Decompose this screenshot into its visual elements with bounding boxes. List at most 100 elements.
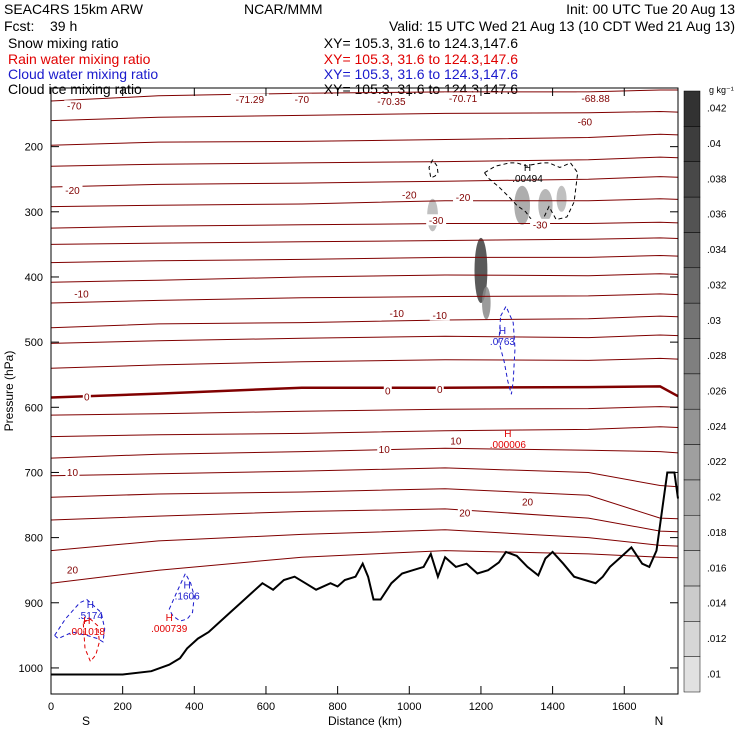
- colorbar-swatch-9: [683, 338, 701, 375]
- init-time: Init: 00 UTC Tue 20 Aug 13: [566, 1, 735, 17]
- snow-cell-5: [556, 185, 567, 212]
- rain-water-max-marker-2: H: [166, 613, 173, 624]
- temperature-label-18: 10: [67, 468, 79, 479]
- colorbar-tick-label-11: .032: [707, 280, 727, 291]
- axes: 0 200 400 600 800 1000 1200 1400 160020030040050…: [19, 88, 678, 713]
- temperature-label-bg-14: [429, 309, 450, 321]
- temperature-label-16: 0: [385, 387, 391, 398]
- colorbar-swatch-11: [683, 267, 701, 304]
- header: SEAC4RS 15km ARW NCAR/MMM Init: 00 UTC T…: [4, 1, 735, 97]
- temperature-contour-0: [50, 89, 678, 102]
- temperature-label-bg-4: [444, 92, 483, 104]
- y-tick-label-3: 500: [25, 337, 43, 349]
- colorbar-swatch-15: [683, 126, 701, 162]
- cloud-ice-outline-1: [428, 159, 439, 179]
- temperature-contour-14: [50, 385, 679, 399]
- colorbar-tick-label-5: .02: [707, 493, 721, 504]
- temperature-contour-8: [50, 254, 679, 264]
- field-name-rain: Rain water mixing ratio: [8, 51, 151, 67]
- terrain-profile: [51, 471, 679, 676]
- colorbar-swatch-8: [683, 373, 701, 410]
- temperature-contour-10: [50, 293, 679, 304]
- colorbar-tick-label-0: .01: [707, 669, 721, 680]
- x-axis-title: Distance (km): [328, 714, 402, 728]
- temperature-label-8: -30: [533, 220, 548, 231]
- x-tick-label-1: 200: [113, 701, 131, 713]
- fcst-value: 39 h: [50, 18, 77, 34]
- terrain-line: [51, 471, 679, 676]
- snow-cell-1: [482, 286, 491, 320]
- colorbar-swatch-0: [683, 656, 701, 693]
- temperature-label-0: -70: [67, 102, 82, 113]
- temperature-contour-21: [50, 529, 679, 552]
- rain-water-max-marker-1: H: [83, 616, 90, 627]
- temperature-label-9: -20: [65, 186, 80, 197]
- temperature-label-4: -70.71: [449, 94, 478, 105]
- x-tick-label-2: 400: [185, 701, 203, 713]
- temperature-contour-7: [50, 237, 679, 245]
- colorbar-swatch-10: [683, 302, 701, 339]
- snow-cell-0: [474, 237, 488, 304]
- temperature-label-20: 10: [450, 437, 462, 448]
- temperature-label-bg-7: [426, 214, 447, 226]
- temperature-label-13: -10: [390, 309, 405, 320]
- temperature-label-bg-21: [65, 564, 80, 576]
- temperature-label-bg-13: [386, 307, 407, 319]
- cloud-water-outline-0: [498, 305, 516, 395]
- temperature-contour-22: [50, 550, 679, 584]
- temperature-label-6: -60: [578, 117, 593, 128]
- temperature-contour-6: [50, 221, 679, 229]
- temperature-contour-1: [50, 110, 679, 122]
- cloud-water-max-marker-1: H: [87, 600, 94, 611]
- valid-time: Valid: 15 UTC Wed 21 Aug 13 (10 CDT Wed …: [389, 18, 735, 34]
- colorbar-unit-label: g kg⁻¹: [709, 85, 734, 95]
- temperature-label-10: -20: [402, 190, 417, 201]
- colorbar-swatch-5: [683, 479, 701, 516]
- temperature-label-bg-23: [520, 495, 535, 507]
- snow-cell-3: [514, 185, 531, 225]
- cloud-ice-max-value-0: .00494: [512, 174, 543, 185]
- colorbar-swatch-14: [683, 161, 701, 198]
- rain-water-max-marker-0: H: [504, 429, 511, 440]
- temperature-contour-17: [50, 447, 679, 459]
- x-tick-label-5: 1000: [397, 701, 421, 713]
- temperature-label-bg-5: [576, 92, 615, 104]
- contour-labels: -70 -71.29 -70 -70.35 -70.71 -68.88 -60 -30 -30 -…: [62, 92, 615, 577]
- temperature-label-bg-18: [65, 466, 80, 478]
- field-name-snow: Snow mixing ratio: [8, 35, 119, 51]
- cloud-ice-outline-0: [484, 162, 579, 223]
- temperature-label-1: -71.29: [236, 95, 265, 106]
- colorbar-swatch-12: [683, 232, 701, 269]
- field-xy-cloud-water: XY= 105.3, 31.6 to 124.3,147.6: [324, 66, 518, 82]
- colorbar-tick-label-7: .024: [707, 422, 727, 433]
- colorbar-swatch-3: [683, 550, 701, 587]
- temperature-label-bg-0: [64, 100, 85, 112]
- colorbar-tick-label-10: .03: [707, 316, 721, 327]
- temperature-label-7: -30: [429, 216, 444, 227]
- y-axis-title: Pressure (hPa): [2, 351, 16, 432]
- temperature-contour-15: [50, 406, 679, 416]
- colorbar-tick-label-8: .026: [707, 387, 727, 398]
- cloud-water-max-value-0: .0763: [490, 337, 515, 348]
- temperature-contour-12: [50, 334, 679, 344]
- y-tick-label-1: 300: [25, 207, 43, 219]
- colorbar-tick-label-16: .042: [707, 104, 727, 115]
- field-xy-snow: XY= 105.3, 31.6 to 124.3,147.6: [324, 35, 518, 51]
- temperature-label-5: -68.88: [581, 94, 610, 105]
- y-tick-label-6: 800: [25, 533, 43, 545]
- temperature-label-bg-17: [435, 383, 444, 395]
- temperature-label-bg-15: [82, 390, 91, 402]
- temperature-label-12: -10: [74, 289, 89, 300]
- field-xy-rain: XY= 105.3, 31.6 to 124.3,147.6: [324, 51, 518, 67]
- temperature-contour-9: [50, 273, 679, 283]
- temperature-label-14: -10: [433, 311, 448, 322]
- colorbar-tick-label-4: .018: [707, 528, 727, 539]
- temperature-label-2: -70: [295, 95, 310, 106]
- temperature-label-23: 20: [522, 497, 534, 508]
- colorbar-swatch-1: [683, 621, 701, 657]
- cloud-water-max-value-1: .5174: [78, 611, 103, 622]
- cloud-ice-max-marker-0: H: [524, 163, 531, 174]
- colorbar: g kg⁻¹ .01 .012 .014 .016 .018 .02 .022 .024 .02…: [683, 85, 734, 693]
